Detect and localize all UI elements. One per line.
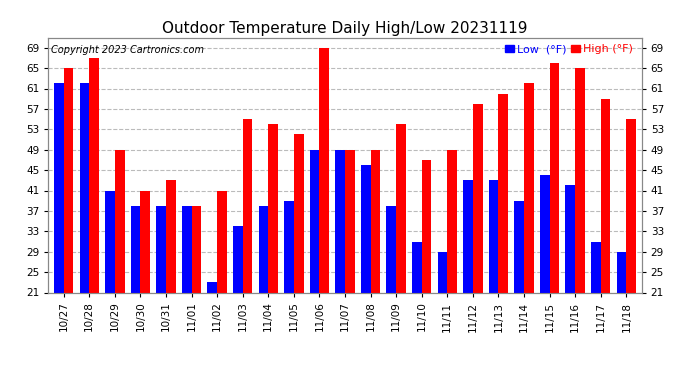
Bar <box>601 99 611 292</box>
Bar <box>63 68 73 292</box>
Bar <box>130 206 140 292</box>
Bar <box>115 150 124 292</box>
Bar <box>591 242 601 292</box>
Bar <box>566 185 575 292</box>
Bar <box>412 242 422 292</box>
Bar <box>489 180 498 292</box>
Bar <box>437 252 447 292</box>
Bar <box>319 48 329 292</box>
Bar <box>540 175 550 292</box>
Bar <box>345 150 355 292</box>
Bar <box>208 282 217 292</box>
Bar <box>310 150 319 292</box>
Bar <box>386 206 396 292</box>
Legend: Low  (°F), High (°F): Low (°F), High (°F) <box>505 44 633 54</box>
Bar <box>192 206 201 292</box>
Bar <box>268 124 278 292</box>
Bar <box>182 206 192 292</box>
Bar <box>498 94 508 292</box>
Bar <box>259 206 268 292</box>
Bar <box>284 201 294 292</box>
Bar <box>627 119 636 292</box>
Bar <box>361 165 371 292</box>
Bar <box>105 190 115 292</box>
Bar <box>166 180 176 292</box>
Bar <box>335 150 345 292</box>
Bar <box>156 206 166 292</box>
Text: Copyright 2023 Cartronics.com: Copyright 2023 Cartronics.com <box>51 45 204 55</box>
Bar <box>463 180 473 292</box>
Bar <box>617 252 627 292</box>
Bar <box>473 104 482 292</box>
Bar <box>233 226 243 292</box>
Bar <box>79 83 89 292</box>
Bar <box>575 68 585 292</box>
Bar <box>524 83 534 292</box>
Bar <box>243 119 253 292</box>
Bar <box>447 150 457 292</box>
Bar <box>371 150 380 292</box>
Bar <box>54 83 63 292</box>
Bar <box>294 134 304 292</box>
Bar <box>140 190 150 292</box>
Bar <box>396 124 406 292</box>
Bar <box>514 201 524 292</box>
Bar <box>217 190 227 292</box>
Title: Outdoor Temperature Daily High/Low 20231119: Outdoor Temperature Daily High/Low 20231… <box>162 21 528 36</box>
Bar <box>550 63 560 292</box>
Bar <box>422 160 431 292</box>
Bar <box>89 58 99 292</box>
